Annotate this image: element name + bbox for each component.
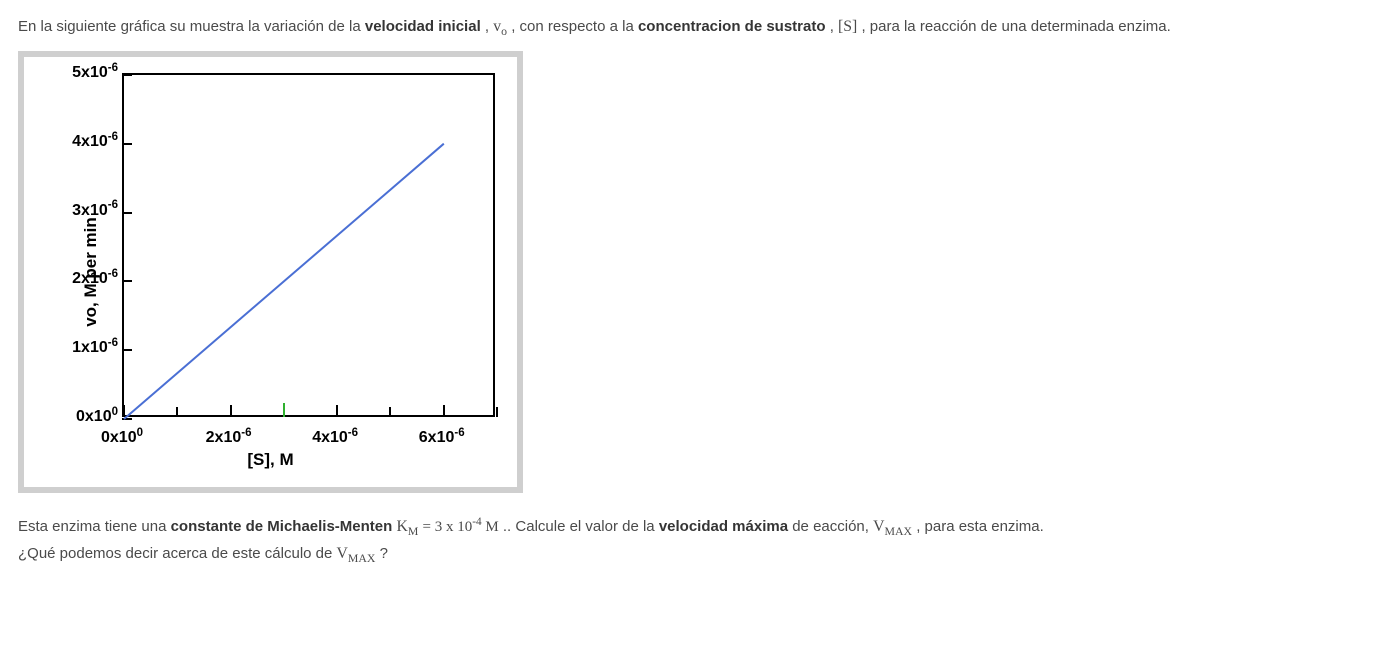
bold-km-label: constante de Michaelis-Menten — [171, 518, 393, 535]
y-tick-label: 5x10-6 — [72, 60, 118, 86]
text: , — [830, 18, 838, 35]
text: MAX — [348, 551, 376, 565]
x-tick-label: 2x10-6 — [206, 425, 252, 451]
text: = 3 x 10 — [423, 519, 473, 535]
y-tick — [122, 143, 132, 145]
x-tick — [336, 405, 338, 417]
text: ? — [380, 545, 388, 562]
text: o — [501, 24, 507, 38]
plot-area — [122, 73, 495, 417]
y-tick — [122, 212, 132, 214]
y-tick — [122, 349, 132, 351]
y-tick — [122, 74, 132, 76]
y-tick-label: 4x10-6 — [72, 129, 118, 155]
text: Esta enzima tiene una — [18, 518, 171, 535]
x-minor-tick — [176, 407, 178, 417]
x-minor-tick — [389, 407, 391, 417]
text: , — [485, 18, 493, 35]
chart-area: vo, M per min [S], M 0x1001x10-62x10-63x… — [24, 57, 517, 487]
text: v — [493, 18, 501, 35]
text: M — [482, 519, 499, 535]
symbol-S: [S] — [838, 18, 857, 35]
text: V — [873, 518, 884, 535]
x-minor-tick — [496, 407, 498, 417]
km-value: = 3 x 10-4 M — [423, 519, 499, 535]
y-tick-label: 1x10-6 — [72, 335, 118, 361]
green-axis-mark — [283, 403, 285, 417]
text: .. Calcule el valor de la — [503, 518, 659, 535]
x-tick — [230, 405, 232, 417]
data-line — [123, 143, 444, 420]
text: MAX — [884, 524, 912, 538]
text: V — [337, 545, 348, 562]
question-paragraph-2: ¿Qué podemos decir acerca de este cálcul… — [18, 541, 1373, 568]
question-paragraph-1: Esta enzima tiene una constante de Micha… — [18, 513, 1373, 541]
text: , para la reacción de una determinada en… — [861, 18, 1170, 35]
text: , con respecto a la — [511, 18, 638, 35]
symbol-vmax: VMAX — [873, 518, 912, 535]
intro-paragraph: En la siguiente gráfica su muestra la va… — [18, 14, 1373, 41]
y-tick-label: 2x10-6 — [72, 267, 118, 293]
text: M — [408, 524, 419, 538]
chart-frame: vo, M per min [S], M 0x1001x10-62x10-63x… — [18, 51, 523, 493]
bold-velocidad-maxima: velocidad máxima — [659, 518, 788, 535]
symbol-vo: vo — [493, 18, 507, 35]
text: ¿Qué podemos decir acerca de este cálcul… — [18, 545, 337, 562]
x-tick-label: 4x10-6 — [312, 425, 358, 451]
x-tick-label: 0x100 — [101, 425, 143, 451]
text: de eacción, — [792, 518, 873, 535]
text: K — [396, 518, 407, 535]
x-tick — [123, 405, 125, 417]
x-tick-label: 6x10-6 — [419, 425, 465, 451]
symbol-vmax-2: VMAX — [337, 545, 376, 562]
text: En la siguiente gráfica su muestra la va… — [18, 18, 365, 35]
text: -4 — [472, 516, 481, 528]
x-tick — [443, 405, 445, 417]
bold-concentracion-sustrato: concentracion de sustrato — [638, 18, 826, 35]
y-tick — [122, 280, 132, 282]
symbol-km: KM — [396, 518, 418, 535]
y-tick-label: 3x10-6 — [72, 198, 118, 224]
bold-velocidad-inicial: velocidad inicial — [365, 18, 481, 35]
text: , para esta enzima. — [916, 518, 1044, 535]
